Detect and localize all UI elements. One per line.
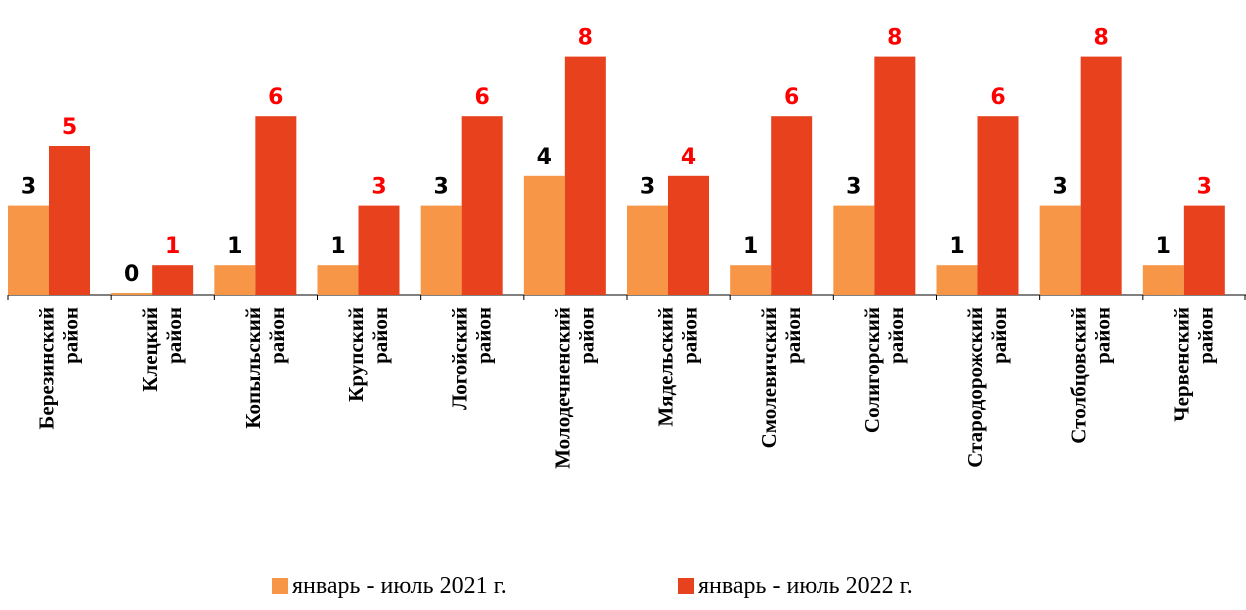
data-label-2022: 6 [475,85,490,110]
data-label-2022: 6 [990,85,1005,110]
category-label-line: Крупский [344,307,368,402]
category-label: Логойский район [447,307,495,410]
bar-2021 [317,265,359,295]
data-label-2021: 4 [537,145,552,170]
bar-2021 [420,205,462,295]
data-label-2021: 1 [227,234,242,259]
category-label-line: район [162,307,186,364]
category-label-line: район [1193,307,1217,364]
category-label: Клецкий район [138,307,186,392]
category-label: Копыльский район [241,307,289,429]
category-label-line: Стародорожский [963,307,987,468]
category-label-line: Червенский [1169,307,1193,422]
data-label-2021: 3 [846,175,861,200]
bar-2021 [8,205,49,295]
data-label-2022: 4 [681,145,696,170]
bar-2022 [771,116,813,295]
data-label-2021: 0 [124,262,139,287]
bar-2021 [627,205,668,295]
bar-2022 [668,175,709,295]
category-label-line: Смолевичский [757,307,781,448]
category-label: Смолевичский район [757,307,805,448]
bar-2021 [1142,265,1184,295]
legend-label-2021: январь - июль 2021 г. [292,572,507,599]
bar-2022 [977,116,1019,295]
legend-swatch-2021 [272,578,288,594]
bar-2021 [523,175,565,295]
data-label-2021: 1 [949,234,964,259]
category-label-line: Солигорский [860,307,884,433]
bar-2021 [214,265,256,295]
data-label-2021: 3 [640,175,655,200]
category-label-line: район [59,307,83,364]
legend-item-2021: январь - июль 2021 г. [272,568,507,604]
category-label-line: Копыльский [241,307,265,429]
bar-2021 [833,205,875,295]
data-label-2022: 8 [1094,26,1109,51]
category-label-line: Клецкий [138,307,162,392]
category-label-line: район [987,307,1011,364]
data-label-2022: 8 [887,26,902,51]
legend-swatch-2022 [678,578,694,594]
category-label-line: район [471,307,495,364]
data-label-2021: 1 [1156,234,1171,259]
data-label-2022: 6 [784,85,799,110]
category-label-line: Столбцовский [1066,307,1090,444]
bar-2022 [1183,205,1225,295]
category-label-line: район [368,307,392,364]
category-label-line: Молодечненский [550,307,574,469]
bar-2022 [49,146,90,295]
data-label-2022: 5 [62,115,77,140]
data-label-2021: 3 [434,175,449,200]
bar-2022 [461,116,503,295]
category-label: Столбцовский район [1066,307,1114,444]
category-label-line: район [1090,307,1114,364]
data-label-2022: 6 [268,85,283,110]
category-label-line: Березинский [35,307,59,429]
category-label: Стародорожский район [963,307,1011,468]
category-label-line: Логойский [447,307,471,410]
bar-2021 [1039,205,1081,295]
category-label: Крупский район [344,307,392,402]
category-label-line: район [884,307,908,364]
data-label-2022: 8 [578,26,593,51]
category-label-line: район [781,307,805,364]
data-label-2022: 3 [371,175,386,200]
category-label: Мядельский район [654,307,702,427]
bar-2021 [730,265,772,295]
chart-legend: январь - июль 2021 г. январь - июль 2022… [0,568,1246,604]
bar-2021 [936,265,978,295]
category-label-line: район [265,307,289,364]
category-label: Солигорский район [860,307,908,433]
category-label: Молодечненский район [550,307,598,469]
bar-2022 [1080,56,1122,295]
category-label-line: район [574,307,598,364]
category-label: Березинский район [35,307,83,429]
category-label: Червенский район [1169,307,1217,422]
data-label-2021: 1 [330,234,345,259]
legend-label-2022: январь - июль 2022 г. [698,572,913,599]
bar-2022 [564,56,606,295]
bar-2022 [358,205,400,295]
data-label-2022: 3 [1197,175,1212,200]
bar-2022 [255,116,297,295]
category-label-line: Мядельский [654,307,678,427]
bar-2022 [152,265,194,295]
bar-2021 [111,293,153,295]
category-label-line: район [678,307,702,364]
data-label-2021: 3 [1053,175,1068,200]
data-label-2021: 3 [21,175,36,200]
legend-item-2022: январь - июль 2022 г. [678,568,913,604]
data-label-2021: 1 [743,234,758,259]
bar-2022 [874,56,916,295]
data-label-2022: 1 [165,234,180,259]
